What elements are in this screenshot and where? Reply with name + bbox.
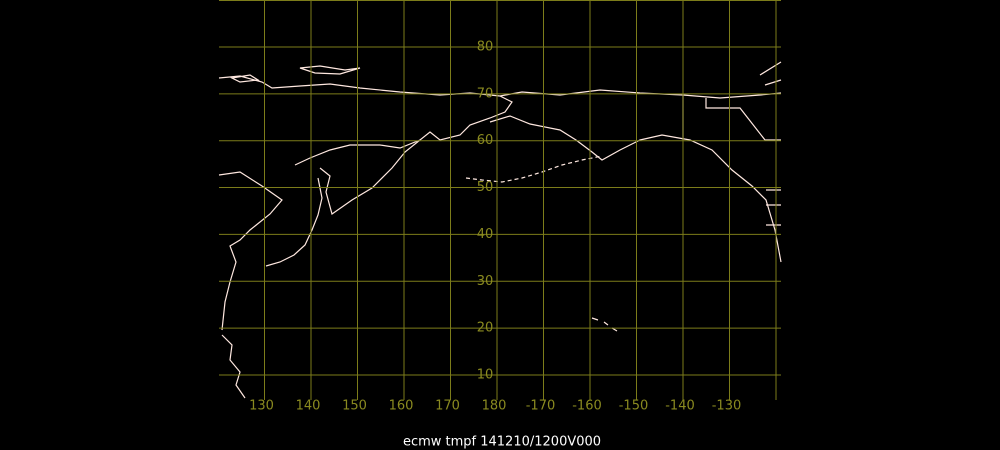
- chukotka-coast: [294, 95, 513, 166]
- lon-label: -130: [712, 399, 742, 414]
- arctic-islands: [230, 65, 361, 83]
- aleutians: [465, 155, 603, 183]
- asia-coast: [218, 171, 283, 331]
- lat-label: 10: [477, 368, 494, 383]
- kamchatka: [319, 139, 421, 215]
- lon-label: -150: [619, 399, 649, 414]
- lon-label: -160: [572, 399, 602, 414]
- lon-label: 140: [296, 399, 321, 414]
- alaska-north-coast: [499, 89, 782, 99]
- lon-label: 160: [389, 399, 414, 414]
- lon-label: 180: [482, 399, 507, 414]
- lat-label: 40: [477, 227, 494, 242]
- philippines: [221, 334, 246, 399]
- coastlines: [218, 61, 782, 399]
- lon-label: -140: [665, 399, 695, 414]
- lat-label: 60: [477, 133, 494, 148]
- japan: [265, 177, 323, 267]
- lon-label: 170: [435, 399, 460, 414]
- lat-label: 20: [477, 321, 494, 336]
- graticule: 80 70 60 50 40 30 20 10 130 140 150 160 170 180 -170 -1…: [219, 0, 781, 414]
- lat-label: 50: [477, 180, 494, 195]
- caption: ecmw tmpf 141210/1200V000: [403, 435, 601, 450]
- siberia-arctic-coast: [218, 75, 501, 97]
- lat-label: 70: [477, 86, 494, 101]
- hawaii: [591, 317, 618, 332]
- lat-label: 80: [477, 39, 494, 54]
- lon-label: 130: [249, 399, 274, 414]
- lon-label: 150: [342, 399, 367, 414]
- alaska-canada-coast: [489, 115, 782, 263]
- lon-label: -170: [526, 399, 556, 414]
- lat-label: 30: [477, 274, 494, 289]
